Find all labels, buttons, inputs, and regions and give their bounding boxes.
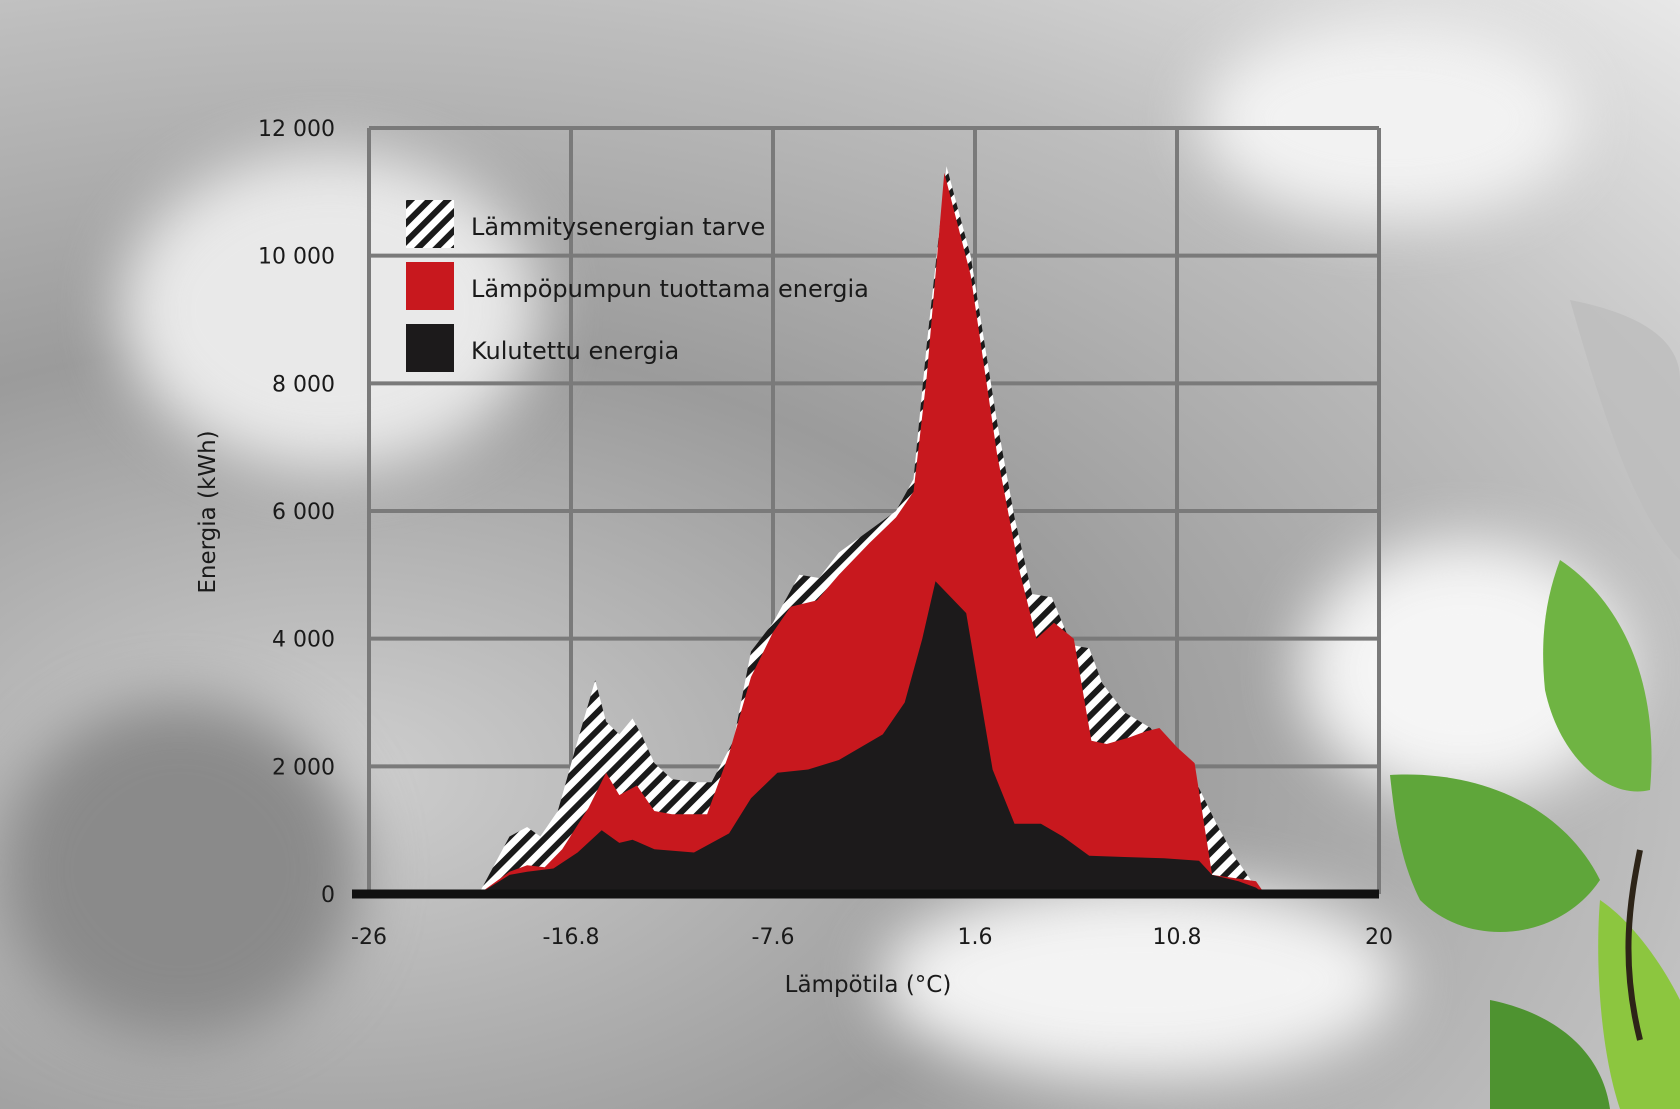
x-axis-ticks: -26 -16.8 -7.6 1.6 10.8 20 <box>351 925 1393 950</box>
axes <box>352 128 1379 899</box>
leaf-illustration <box>1390 300 1680 1109</box>
background-cloud <box>120 150 540 470</box>
y-tick-label: 12 000 <box>258 117 335 142</box>
legend: Lämmitysenergian tarve Lämpöpumpun tuotta… <box>406 200 869 372</box>
background-cloud <box>0 700 360 1040</box>
y-tick-label: 2 000 <box>272 755 335 780</box>
y-tick-label: 6 000 <box>272 500 335 525</box>
y-tick-label: 4 000 <box>272 628 335 653</box>
background-cloud <box>880 880 1400 1080</box>
plot-areas <box>369 166 1379 895</box>
x-tick-label: 1.6 <box>958 925 993 950</box>
x-tick-label: -7.6 <box>752 925 795 950</box>
x-tick-label: 20 <box>1365 925 1393 950</box>
x-tick-label: -16.8 <box>543 925 600 950</box>
background-cloud <box>1200 20 1580 220</box>
series-area-1 <box>369 166 1379 895</box>
y-tick-label: 8 000 <box>272 372 335 397</box>
series-area-3 <box>369 581 1379 894</box>
legend-swatch <box>406 200 454 248</box>
y-tick-label: 0 <box>321 883 335 908</box>
x-tick-label: 10.8 <box>1153 925 1202 950</box>
legend-swatch <box>406 324 454 372</box>
y-tick-label: 10 000 <box>258 245 335 270</box>
legend-label: Lämpöpumpun tuottama energia <box>471 275 869 303</box>
y-axis-title: Energia (kWh) <box>195 430 221 593</box>
x-axis-title: Lämpötila (°C) <box>785 972 952 998</box>
legend-label: Kulutettu energia <box>471 337 679 365</box>
legend-swatch <box>406 262 454 310</box>
legend-label: Lämmitysenergian tarve <box>471 213 765 241</box>
x-tick-label: -26 <box>351 925 387 950</box>
y-axis-ticks: 0 2 000 4 000 6 000 8 000 10 000 12 000 <box>258 117 335 908</box>
